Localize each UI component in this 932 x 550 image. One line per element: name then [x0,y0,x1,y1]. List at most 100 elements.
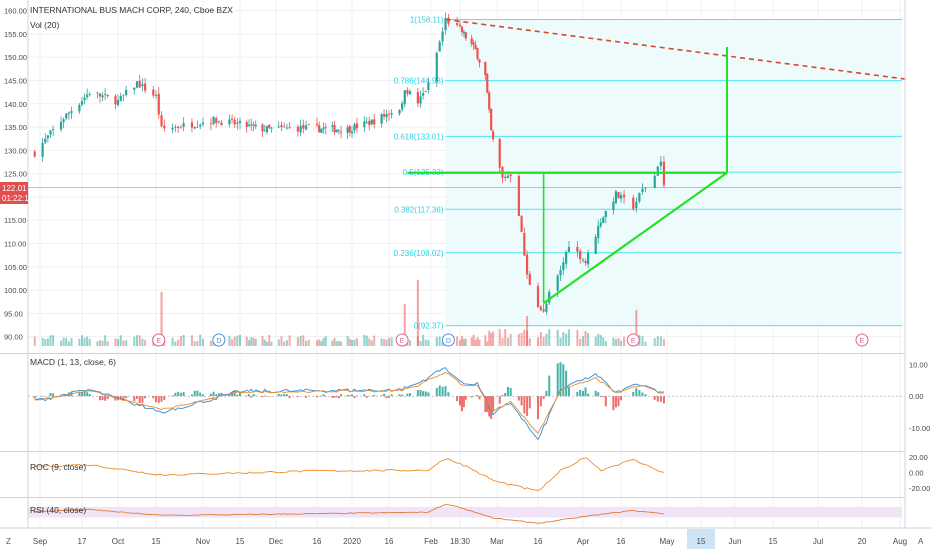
volume-bar [333,337,336,346]
candle-body [265,126,269,133]
macd-hist-bar [179,392,182,397]
time-label-6: Dec [269,537,283,546]
macd-hist-bar [462,396,465,408]
candle-body [653,175,656,188]
volume-bar [104,335,107,346]
volume-bar [266,341,268,346]
volume-bar [353,339,356,346]
event-letter-1: D [216,338,221,345]
volume-bar [486,341,489,346]
macd-hist-bar [644,394,647,397]
macd-hist-bar [138,396,141,403]
candle-body [612,201,615,211]
volume-bar [623,336,626,346]
candle-body [638,192,641,202]
event-marker-1[interactable] [212,333,226,347]
time-highlight [687,529,715,549]
volume-bar [171,337,174,346]
macd-hist-bar [424,391,427,397]
macd-hist-bar [587,393,590,397]
candle-body [387,113,391,115]
macd-hist-bar [416,390,419,397]
volume-bar [228,335,231,346]
macd-hist-bar [355,395,358,397]
candle-body [201,122,205,125]
macd-hist-bar [614,396,617,408]
candle-body [528,274,531,285]
support-line[interactable] [542,171,728,305]
macd-hist-bar [582,390,584,397]
macd-hist-bar [212,391,215,397]
volume-bar [597,333,600,346]
macd-hist-bar [456,396,459,402]
volume-bar [114,338,117,346]
auto-scale-icon[interactable]: A [918,537,924,546]
macd-hist-bar [617,396,620,407]
candle-body [62,119,65,123]
macd-hist-bar [250,396,253,398]
volume-bar [388,337,390,346]
macd-hist-bar [220,392,223,397]
candle-body [263,130,266,132]
macd-hist-bar [78,391,81,397]
event-marker-3[interactable] [441,333,455,347]
candle-body [196,126,199,128]
macd-hist-bar [209,393,212,397]
time-label-8: 2020 [343,537,361,546]
candle-body [101,95,104,98]
volume-bar [582,336,584,346]
trendline-dashed[interactable] [445,18,910,81]
candle-body [597,226,600,238]
volume-bar [331,340,334,346]
volume-bar [548,329,551,346]
macd-hist-bar [492,396,495,412]
event-marker-4[interactable] [626,333,640,347]
macd-hist-bar [296,396,299,398]
candle-body [141,84,144,87]
volume-bar [370,340,373,346]
candle-body [517,176,520,217]
time-label-5: 15 [236,537,245,546]
macd-hist-bar [584,387,587,397]
macd-hist-bar [476,395,479,397]
macd-hist-bar [504,392,507,397]
macd-hist-bar [33,396,36,399]
volume-bar [199,334,202,346]
time-label-10: Feb [424,537,438,546]
candle-body [567,247,571,252]
candle-body [542,309,545,312]
candle-body [441,31,444,42]
event-marker-2[interactable] [395,333,409,347]
macd-hist-bar [333,396,336,398]
zoom-icon[interactable]: Z [6,537,11,546]
candle-body [382,114,386,117]
event-marker-5[interactable] [855,333,869,347]
macd-hist-bar [380,395,383,397]
macd-hist-bar [662,396,665,404]
candle-body [545,303,548,312]
price-tick-12: 100.00 [4,286,27,295]
volume-bar [117,339,119,346]
candle-body [565,252,568,264]
volume-bar [233,336,236,346]
candle-body [523,232,526,256]
macd-hist-bar [239,391,241,397]
event-marker-0[interactable] [152,333,166,347]
signal-line [34,371,665,435]
volume-bar [355,338,358,346]
candle-body [65,113,68,119]
macd-hist-bar [548,375,551,397]
candle-body [476,48,479,59]
time-label-19: 15 [769,537,778,546]
price-candles [33,12,666,315]
volume-bar [653,338,656,346]
volume-bar [70,338,73,346]
drawing-layer[interactable] [28,18,910,305]
candle-body [472,42,475,45]
macd-hist-bar [579,389,582,397]
volume-bar [385,339,388,346]
candle-body [116,100,120,106]
volume-bar [464,338,467,346]
